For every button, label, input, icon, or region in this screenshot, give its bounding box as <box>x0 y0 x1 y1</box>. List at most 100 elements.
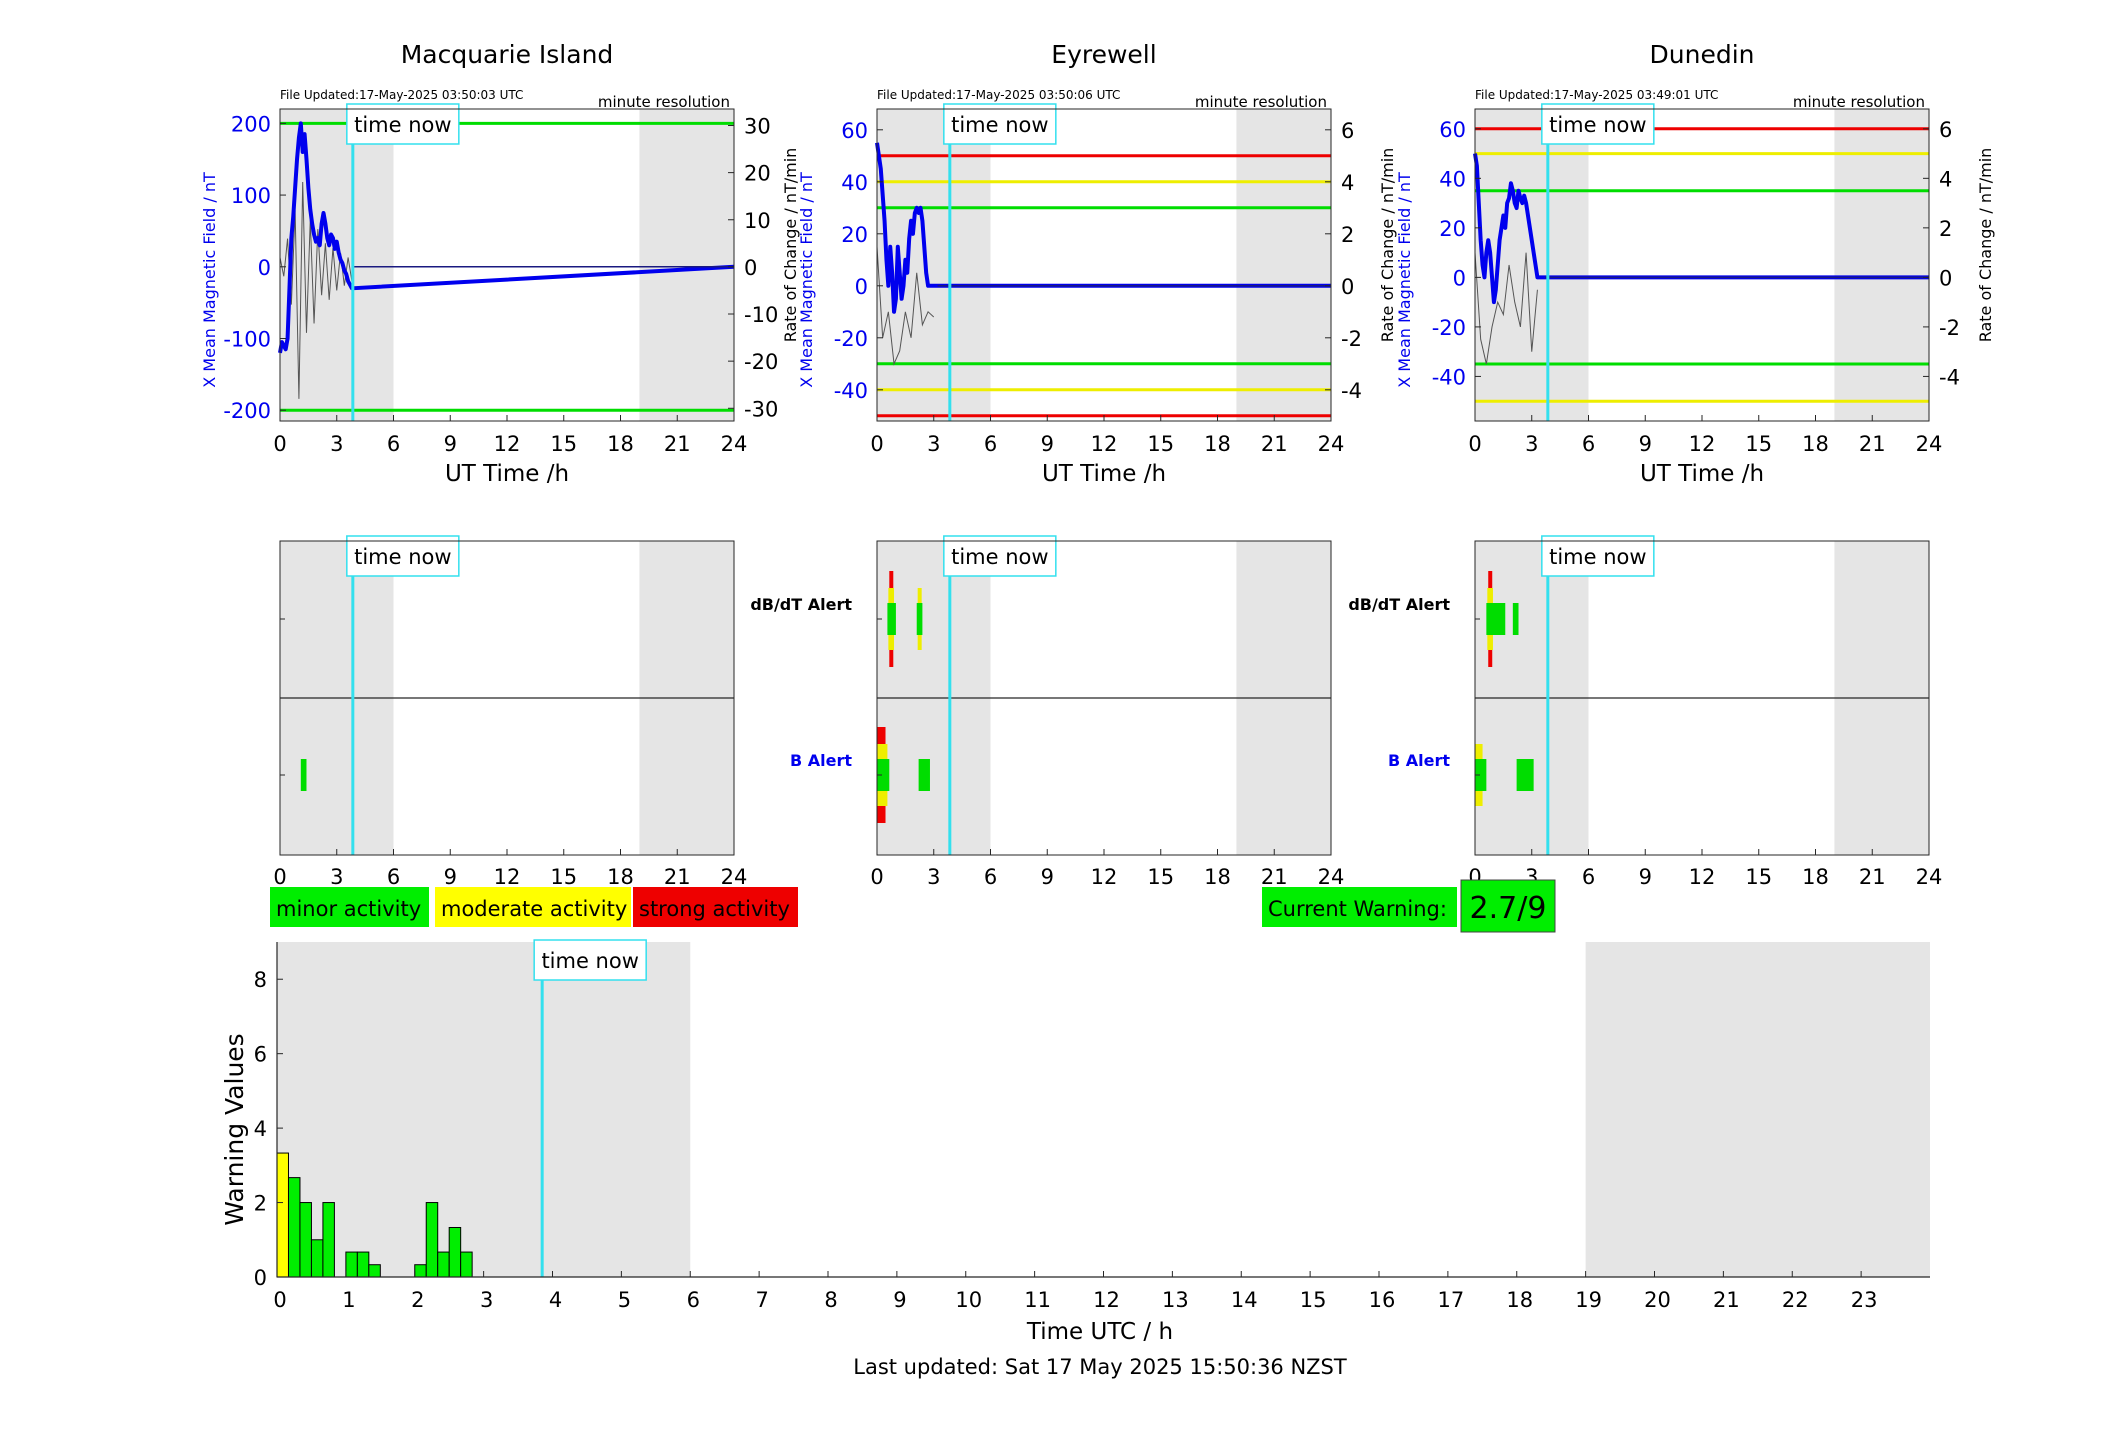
warning-bar <box>345 1251 358 1278</box>
y-tick-label: 0 <box>258 256 271 280</box>
y-tick-label: -20 <box>834 327 868 351</box>
b-alert-bar <box>877 759 890 791</box>
x-tick-label: 0 <box>870 432 883 456</box>
strong-legend-swatch <box>633 887 798 927</box>
x-tick-label: 9 <box>1041 865 1054 889</box>
warning-bar <box>368 1264 381 1278</box>
x-axis-label: Time UTC / h <box>1026 1319 1173 1345</box>
activity-legend: minor activity moderate activity strong ac… <box>270 887 798 927</box>
y-tick-label: 20 <box>1439 217 1466 241</box>
warning-bar <box>322 1202 335 1278</box>
y-tick-label: 40 <box>841 171 868 195</box>
x-tick-label: 19 <box>1575 1288 1602 1312</box>
y-tick-label: 100 <box>231 184 271 208</box>
time-now-label: time now <box>951 545 1048 569</box>
y2-axis-label: Rate of Change / nT/min <box>1976 148 1995 343</box>
x-tick-label: 21 <box>1859 865 1886 889</box>
b-alert-bar <box>1475 759 1487 791</box>
x-tick-label: 21 <box>664 865 691 889</box>
y-tick-label: 20 <box>841 223 868 247</box>
x-tick-label: 9 <box>444 432 457 456</box>
x-tick-label: 21 <box>664 432 691 456</box>
x-tick-label: 15 <box>550 432 577 456</box>
x-tick-label: 23 <box>1851 1288 1878 1312</box>
x-tick-label: 9 <box>893 1288 906 1312</box>
x-axis-label: UT Time /h <box>445 461 569 487</box>
warning-bar <box>414 1264 427 1278</box>
x-tick-label: 18 <box>607 432 634 456</box>
x-tick-label: 13 <box>1162 1288 1189 1312</box>
strong-legend-label: strong activity <box>639 897 790 921</box>
x-tick-label: 6 <box>687 1288 700 1312</box>
y-tick-label: 60 <box>841 119 868 143</box>
y2-tick-label: -4 <box>1341 379 1362 403</box>
y2-tick-label: 20 <box>744 162 771 186</box>
y2-tick-label: 2 <box>1939 217 1952 241</box>
y2-tick-label: 0 <box>1341 275 1354 299</box>
y-tick-label: 0 <box>254 1266 267 1290</box>
x-tick-label: 9 <box>1639 865 1652 889</box>
x-tick-label: 18 <box>1204 865 1231 889</box>
night-shade <box>1236 109 1331 421</box>
time-now-label: time now <box>1549 113 1646 137</box>
x-tick-label: 9 <box>1639 432 1652 456</box>
current-warning: Current Warning: 2.7/9 <box>1262 879 1556 933</box>
time-now-box <box>1541 103 1655 145</box>
y-tick-label: 40 <box>1439 167 1466 191</box>
time-now-label: time now <box>951 113 1048 137</box>
y2-tick-label: 30 <box>744 114 771 138</box>
station-panel-macquarie-island: Macquarie Island time now 0 3 6 9 12 15 18 21 24 UT… <box>200 40 800 889</box>
y-axis-label: X Mean Magnetic Field / nT <box>1395 172 1414 388</box>
x-tick-label: 4 <box>549 1288 562 1312</box>
resolution-text: minute resolution <box>598 93 730 111</box>
moderate-legend-swatch <box>435 887 631 927</box>
x-tick-label: 12 <box>1093 1288 1120 1312</box>
y-tick-label: 6 <box>254 1043 267 1067</box>
x-tick-label: 9 <box>1041 432 1054 456</box>
x-tick-label: 12 <box>1091 865 1118 889</box>
x-axis-label: UT Time /h <box>1042 461 1166 487</box>
x-tick-label: 1 <box>342 1288 355 1312</box>
station-title: Dunedin <box>1650 40 1755 69</box>
x-tick-label: 15 <box>550 865 577 889</box>
y-tick-label: -100 <box>223 328 271 352</box>
y2-tick-label: -20 <box>744 350 778 374</box>
b-alert-bar <box>300 759 307 791</box>
y-tick-label: -20 <box>1432 316 1466 340</box>
night-shade <box>277 942 691 1277</box>
y-tick-label: 200 <box>231 112 271 136</box>
time-now-box <box>346 535 460 577</box>
x-tick-label: 0 <box>273 865 286 889</box>
y2-tick-label: -2 <box>1939 316 1960 340</box>
b-alert-label: B Alert <box>1388 751 1450 770</box>
x-tick-label: 0 <box>273 432 286 456</box>
y2-tick-label: 0 <box>1939 266 1952 290</box>
night-shade <box>1834 109 1929 421</box>
x-tick-label: 18 <box>607 865 634 889</box>
x-axis-label: UT Time /h <box>1640 461 1764 487</box>
x-tick-label: 22 <box>1782 1288 1809 1312</box>
resolution-text: minute resolution <box>1195 93 1327 111</box>
x-tick-label: 10 <box>955 1288 982 1312</box>
x-tick-label: 12 <box>494 865 521 889</box>
y-axis-label: X Mean Magnetic Field / nT <box>200 172 219 388</box>
x-tick-label: 3 <box>927 865 940 889</box>
y-tick-label: -40 <box>1432 365 1466 389</box>
current-warning-box <box>1262 887 1457 927</box>
current-warning-value-box <box>1460 879 1556 933</box>
dbdt-alert-bar <box>1512 603 1519 635</box>
night-shade <box>280 109 394 421</box>
warning-bar <box>276 1152 289 1278</box>
warning-bar <box>448 1226 462 1278</box>
x-tick-label: 6 <box>1582 865 1595 889</box>
x-tick-label: 3 <box>480 1288 493 1312</box>
file-updated-text: File Updated:17-May-2025 03:49:01 UTC <box>1475 88 1718 102</box>
time-now-label: time now <box>541 949 638 973</box>
warning-bar <box>310 1239 324 1278</box>
